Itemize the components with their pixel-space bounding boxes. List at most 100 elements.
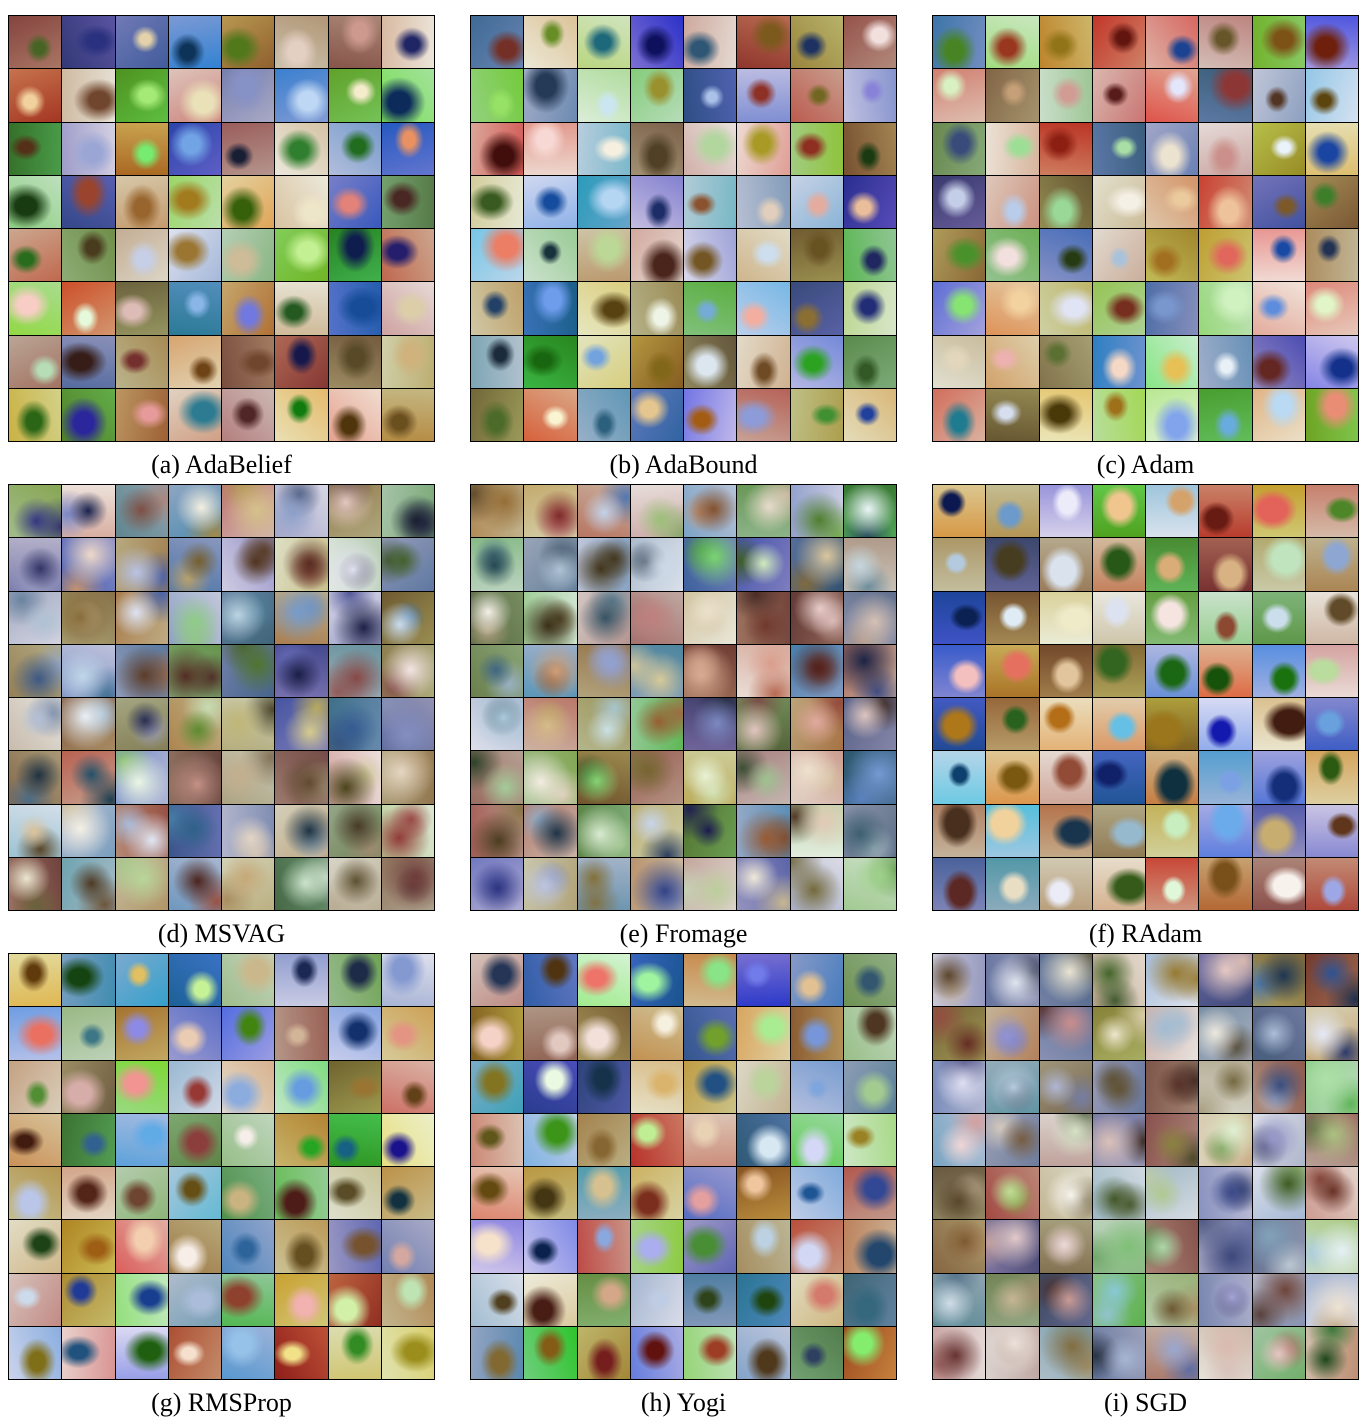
generated-sample-image bbox=[684, 1220, 737, 1273]
generated-sample-image bbox=[381, 1273, 434, 1326]
generated-sample-image bbox=[471, 857, 524, 910]
generated-sample-image bbox=[62, 1007, 115, 1060]
generated-sample-image bbox=[9, 857, 62, 910]
generated-sample-image bbox=[986, 1326, 1039, 1379]
generated-sample-image bbox=[524, 175, 577, 228]
generated-sample-image bbox=[843, 388, 896, 441]
generated-sample-image bbox=[843, 1113, 896, 1166]
generated-sample-image bbox=[1146, 229, 1199, 282]
generated-sample-image bbox=[843, 591, 896, 644]
generated-sample-image bbox=[1092, 1220, 1145, 1273]
generated-sample-image bbox=[115, 1326, 168, 1379]
generated-sample-image bbox=[1146, 857, 1199, 910]
generated-sample-image bbox=[1146, 1220, 1199, 1273]
generated-sample-image bbox=[1199, 857, 1252, 910]
generated-sample-image bbox=[790, 1167, 843, 1220]
generated-sample-image bbox=[684, 857, 737, 910]
generated-sample-image bbox=[222, 1060, 275, 1113]
generated-sample-image bbox=[168, 1326, 221, 1379]
generated-sample-image bbox=[9, 954, 62, 1007]
generated-sample-image bbox=[381, 282, 434, 335]
generated-sample-image bbox=[62, 954, 115, 1007]
generated-sample-image bbox=[1092, 751, 1145, 804]
generated-sample-image bbox=[790, 538, 843, 591]
generated-sample-image bbox=[1199, 1326, 1252, 1379]
generated-sample-image bbox=[790, 857, 843, 910]
generated-sample-image bbox=[9, 1167, 62, 1220]
generated-sample-image bbox=[1039, 282, 1092, 335]
generated-sample-image bbox=[790, 282, 843, 335]
generated-sample-image bbox=[1199, 1060, 1252, 1113]
generated-sample-image bbox=[843, 1326, 896, 1379]
generated-sample-image bbox=[115, 16, 168, 69]
generated-sample-image bbox=[1146, 644, 1199, 697]
generated-sample-image bbox=[1252, 698, 1305, 751]
generated-sample-image bbox=[168, 175, 221, 228]
generated-sample-image bbox=[933, 857, 986, 910]
generated-sample-image bbox=[328, 857, 381, 910]
generated-sample-image bbox=[524, 538, 577, 591]
generated-sample-image bbox=[1305, 1060, 1358, 1113]
generated-sample-image bbox=[1305, 1167, 1358, 1220]
generated-sample-image bbox=[524, 804, 577, 857]
generated-sample-image bbox=[1092, 1167, 1145, 1220]
generated-sample-image bbox=[630, 1167, 683, 1220]
generated-sample-image bbox=[1039, 857, 1092, 910]
generated-sample-image bbox=[328, 122, 381, 175]
generated-sample-image bbox=[1252, 69, 1305, 122]
generated-sample-image bbox=[62, 485, 115, 538]
sample-image-grid bbox=[8, 953, 435, 1380]
generated-sample-image bbox=[933, 335, 986, 388]
generated-sample-image bbox=[577, 175, 630, 228]
generated-sample-image bbox=[275, 591, 328, 644]
generated-sample-image bbox=[577, 1326, 630, 1379]
generated-sample-image bbox=[275, 282, 328, 335]
generated-sample-image bbox=[168, 69, 221, 122]
generated-sample-image bbox=[1146, 1326, 1199, 1379]
generated-sample-image bbox=[684, 591, 737, 644]
subfigure-caption: (i) SGD bbox=[1103, 1388, 1188, 1417]
generated-sample-image bbox=[737, 857, 790, 910]
generated-sample-image bbox=[1199, 175, 1252, 228]
generated-sample-image bbox=[471, 538, 524, 591]
generated-sample-image bbox=[524, 485, 577, 538]
generated-sample-image bbox=[222, 804, 275, 857]
generated-sample-image bbox=[524, 954, 577, 1007]
generated-sample-image bbox=[222, 122, 275, 175]
generated-sample-image bbox=[524, 388, 577, 441]
generated-sample-image bbox=[471, 388, 524, 441]
generated-sample-image bbox=[115, 485, 168, 538]
generated-sample-image bbox=[9, 538, 62, 591]
generated-sample-image bbox=[9, 698, 62, 751]
generated-sample-image bbox=[1305, 122, 1358, 175]
generated-sample-image bbox=[471, 804, 524, 857]
generated-sample-image bbox=[381, 1167, 434, 1220]
generated-sample-image bbox=[524, 229, 577, 282]
generated-sample-image bbox=[577, 1060, 630, 1113]
generated-sample-image bbox=[1199, 1113, 1252, 1166]
generated-sample-image bbox=[275, 69, 328, 122]
generated-sample-image bbox=[790, 1007, 843, 1060]
generated-sample-image bbox=[933, 591, 986, 644]
generated-sample-image bbox=[737, 122, 790, 175]
generated-sample-image bbox=[737, 954, 790, 1007]
generated-sample-image bbox=[328, 698, 381, 751]
generated-sample-image bbox=[1146, 538, 1199, 591]
generated-sample-image bbox=[115, 175, 168, 228]
generated-sample-image bbox=[524, 1167, 577, 1220]
generated-sample-image bbox=[328, 751, 381, 804]
generated-sample-image bbox=[524, 69, 577, 122]
generated-sample-image bbox=[115, 335, 168, 388]
generated-sample-image bbox=[684, 1273, 737, 1326]
subfigure-caption: (d) MSVAG bbox=[157, 919, 286, 948]
generated-sample-image bbox=[524, 1273, 577, 1326]
generated-sample-image bbox=[168, 644, 221, 697]
generated-sample-image bbox=[9, 335, 62, 388]
generated-sample-image bbox=[1199, 229, 1252, 282]
generated-sample-image bbox=[630, 954, 683, 1007]
generated-sample-image bbox=[62, 388, 115, 441]
generated-sample-image bbox=[1092, 644, 1145, 697]
generated-sample-image bbox=[684, 1007, 737, 1060]
generated-sample-image bbox=[843, 538, 896, 591]
generated-sample-image bbox=[381, 1326, 434, 1379]
